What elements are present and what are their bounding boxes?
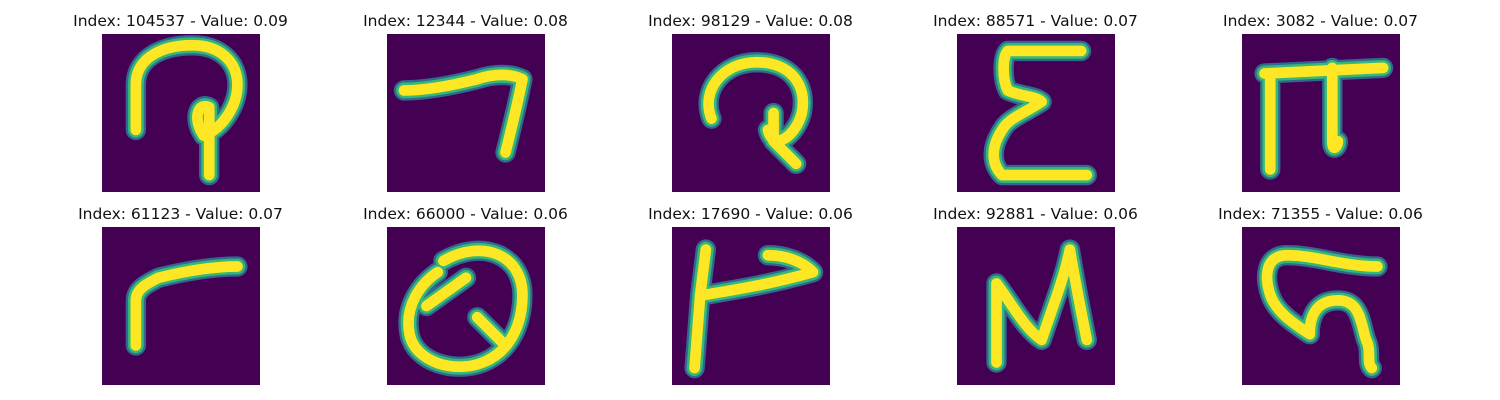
panel-title: Index: 17690 - Value: 0.06: [648, 205, 853, 223]
glyph-stroke-core: [991, 244, 1093, 368]
glyph-stroke-core: [403, 245, 528, 373]
panel-10: Index: 71355 - Value: 0.06: [1178, 193, 1463, 385]
glyph-stroke-core: [1259, 62, 1389, 175]
panel-8: Index: 17690 - Value: 0.06: [608, 193, 893, 385]
panel-title: Index: 12344 - Value: 0.08: [363, 12, 568, 30]
glyph-stroke-core: [689, 244, 819, 374]
panel-6: Index: 61123 - Value: 0.07: [38, 193, 323, 385]
panel-4: Index: 88571 - Value: 0.07: [893, 0, 1178, 192]
panel-1: Index: 104537 - Value: 0.09: [38, 0, 323, 192]
panel-title: Index: 66000 - Value: 0.06: [363, 205, 568, 223]
panel-title: Index: 3082 - Value: 0.07: [1223, 12, 1418, 30]
panel-title: Index: 61123 - Value: 0.07: [78, 205, 283, 223]
glyph-stroke-core: [398, 69, 528, 158]
panel-title: Index: 88571 - Value: 0.07: [933, 12, 1138, 30]
pi-icon: [1242, 34, 1400, 192]
n-stroke-icon: [957, 227, 1115, 385]
panel-5: Index: 3082 - Value: 0.07: [1178, 0, 1463, 192]
panel-7: Index: 66000 - Value: 0.06: [323, 193, 608, 385]
glyph-stroke-core: [130, 39, 243, 181]
panel-title: Index: 98129 - Value: 0.08: [648, 12, 853, 30]
glyph-stroke-core: [1261, 249, 1383, 374]
glyph-stroke-core: [130, 261, 243, 351]
s-loop-icon: [1242, 227, 1400, 385]
panel-3: Index: 98129 - Value: 0.08: [608, 0, 893, 192]
curled-loop-icon: [672, 34, 830, 192]
looped-q-icon: [387, 227, 545, 385]
panel-9: Index: 92881 - Value: 0.06: [893, 193, 1178, 385]
flag-stroke-icon: [672, 227, 830, 385]
panel-title: Index: 92881 - Value: 0.06: [933, 205, 1138, 223]
hook-loop-icon: [102, 34, 260, 192]
hook-seven-icon: [387, 34, 545, 192]
sigma-icon: [957, 34, 1115, 192]
gamma-icon: [102, 227, 260, 385]
glyph-stroke-core: [988, 45, 1093, 181]
panel-title: Index: 71355 - Value: 0.06: [1218, 205, 1423, 223]
glyph-background: [102, 227, 260, 385]
panel-2: Index: 12344 - Value: 0.08: [323, 0, 608, 192]
glyph-background: [957, 227, 1115, 385]
panel-title: Index: 104537 - Value: 0.09: [73, 12, 288, 30]
glyph-stroke-core: [703, 56, 809, 170]
